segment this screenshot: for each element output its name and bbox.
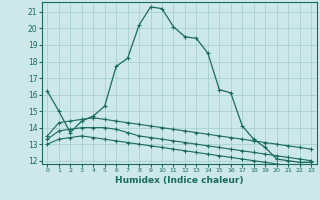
X-axis label: Humidex (Indice chaleur): Humidex (Indice chaleur) <box>115 176 244 185</box>
